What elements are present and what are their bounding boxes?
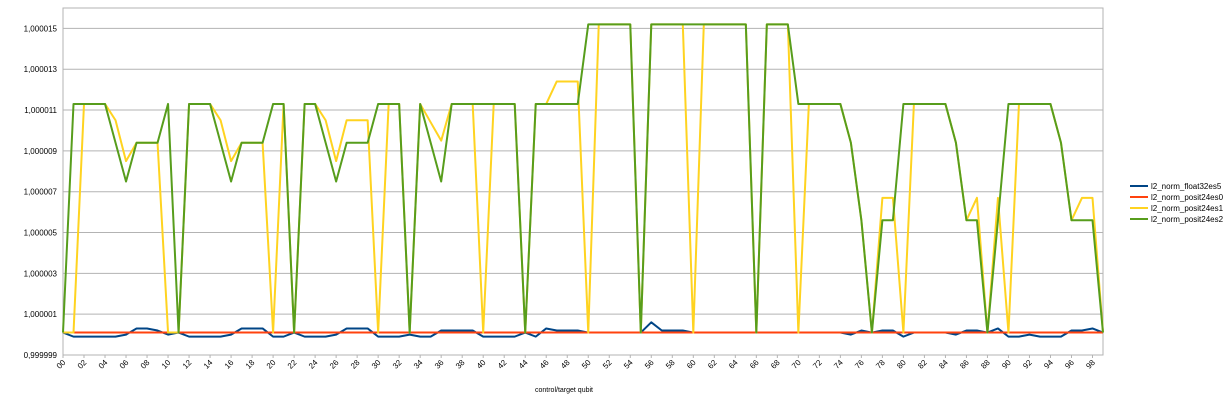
x-tick-label: 38: [454, 358, 467, 371]
x-tick-label: 76: [853, 358, 866, 371]
x-tick-label: 62: [706, 358, 719, 371]
x-tick-label: 26: [328, 358, 341, 371]
legend: l2_norm_float32es5 l2_norm_posit24es0 l2_n…: [1130, 182, 1224, 224]
x-tick-label: 48: [559, 358, 572, 371]
x-tick-label: 64: [727, 358, 740, 371]
x-tick-label: 04: [97, 358, 110, 371]
x-axis-title: control/target qubit: [535, 387, 593, 394]
x-tick-label: 86: [958, 358, 971, 371]
x-tick-label: 32: [391, 358, 404, 371]
x-tick-label: 70: [790, 358, 803, 371]
x-tick-label: 88: [979, 358, 992, 371]
x-tick-label: 06: [118, 358, 131, 371]
gridlines: [63, 27, 1103, 356]
x-tick-label: 74: [832, 358, 845, 371]
y-tick-label: 1,000007: [24, 188, 58, 197]
x-tick-label: 20: [265, 358, 278, 371]
x-tick-label: 54: [622, 358, 635, 371]
x-tick-label: 34: [412, 358, 425, 371]
x-tick-label: 12: [181, 358, 194, 371]
x-tick-label: 56: [643, 358, 656, 371]
y-tick-label: 0,999999: [24, 351, 58, 360]
x-tick-label: 44: [517, 358, 530, 371]
x-tick-label: 14: [202, 358, 215, 371]
x-tick-label: 50: [580, 358, 593, 371]
y-tick-label: 1,000003: [24, 269, 58, 278]
legend-label: l2_norm_posit24es0: [1151, 193, 1224, 202]
y-tick-label: 1,000011: [24, 106, 57, 115]
x-tick-label: 36: [433, 358, 446, 371]
series-line-l2_norm_posit24es2: [62, 23, 1104, 334]
series-lines: [62, 23, 1104, 338]
x-tick-label: 94: [1042, 358, 1055, 371]
x-tick-label: 98: [1084, 358, 1097, 371]
x-tick-label: 92: [1021, 358, 1034, 371]
x-tick-label: 60: [685, 358, 698, 371]
x-tick-label: 10: [160, 358, 173, 371]
legend-label: l2_norm_float32es5: [1151, 182, 1222, 191]
x-tick-label: 40: [475, 358, 488, 371]
x-tick-label: 84: [937, 358, 950, 371]
x-axis-ticks: 00 02 04 06 08 10 12 14 16 18 20 22 24 26 28 30 32 34 36 38…: [55, 355, 1097, 371]
x-tick-label: 30: [370, 358, 383, 371]
x-tick-label: 68: [769, 358, 782, 371]
x-tick-label: 18: [244, 358, 257, 371]
x-tick-label: 02: [76, 358, 89, 371]
x-tick-label: 28: [349, 358, 362, 371]
legend-label: l2_norm_posit24es1: [1151, 204, 1224, 213]
y-tick-label: 1,000001: [24, 310, 58, 319]
x-tick-label: 58: [664, 358, 677, 371]
x-tick-label: 46: [538, 358, 551, 371]
x-tick-label: 72: [811, 358, 824, 371]
x-tick-label: 52: [601, 358, 614, 371]
x-tick-label: 96: [1063, 358, 1076, 371]
x-tick-label: 90: [1000, 358, 1013, 371]
y-tick-label: 1,000015: [24, 24, 58, 33]
x-tick-label: 16: [223, 358, 236, 371]
y-tick-label: 1,000005: [24, 229, 58, 238]
y-tick-label: 1,000013: [24, 65, 58, 74]
x-tick-label: 82: [916, 358, 929, 371]
y-tick-label: 1,000009: [24, 147, 58, 156]
x-tick-label: 08: [139, 358, 152, 371]
y-axis-ticks: 0,999999 1,000001 1,000003 1,000005 1,000007…: [24, 24, 58, 360]
x-tick-label: 22: [286, 358, 299, 371]
legend-label: l2_norm_posit24es2: [1151, 215, 1224, 224]
x-tick-label: 66: [748, 358, 761, 371]
x-tick-label: 80: [895, 358, 908, 371]
x-tick-label: 78: [874, 358, 887, 371]
x-tick-label: 24: [307, 358, 320, 371]
x-tick-label: 42: [496, 358, 509, 371]
